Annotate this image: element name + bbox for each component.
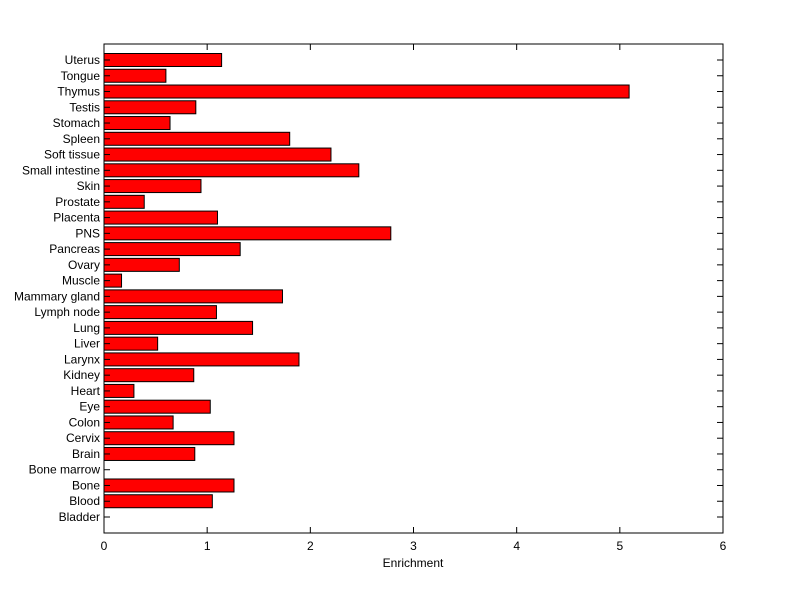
y-tick-label: Brain [72, 447, 100, 461]
bar-eye [103, 399, 211, 414]
y-tick-label: Cervix [66, 431, 100, 445]
x-tick-label: 4 [513, 539, 520, 553]
x-tick-label: 6 [720, 539, 727, 553]
y-tick-label: Soft tissue [44, 148, 100, 162]
plot-area [103, 43, 724, 534]
y-tick-label: Thymus [57, 85, 100, 99]
bar-pns [103, 226, 392, 241]
bar-mammary-gland [103, 289, 283, 304]
y-tick-label: Pancreas [49, 242, 100, 256]
bar-lung [103, 320, 254, 335]
y-tick-label: Lung [73, 321, 100, 335]
bar-lymph-node [103, 305, 217, 320]
bar-spleen [103, 131, 291, 146]
bar-colon [103, 415, 174, 430]
y-tick-label: Mammary gland [14, 289, 100, 303]
y-tick-label: Colon [69, 415, 100, 429]
x-tick-label: 2 [307, 539, 314, 553]
y-tick-label: Ovary [68, 258, 100, 272]
bar-tongue [103, 68, 167, 83]
y-tick-label: Bladder [59, 510, 100, 524]
bar-kidney [103, 368, 195, 383]
y-tick-label: Lymph node [34, 305, 100, 319]
bar-pancreas [103, 242, 241, 257]
y-tick-label: Liver [74, 337, 100, 351]
y-tick-label: Stomach [53, 116, 100, 130]
x-tick-label: 1 [204, 539, 211, 553]
bar-stomach [103, 116, 171, 131]
y-tick-label: Larynx [64, 352, 100, 366]
bar-bone [103, 478, 235, 493]
bar-skin [103, 179, 202, 194]
bar-testis [103, 100, 197, 115]
y-tick-label: Heart [71, 384, 101, 398]
y-tick-label: Kidney [63, 368, 100, 382]
bar-larynx [103, 352, 300, 367]
bar-blood [103, 494, 213, 509]
bar-thymus [103, 84, 630, 99]
bar-small-intestine [103, 163, 360, 178]
y-tick-label: Tongue [61, 69, 101, 83]
bar-placenta [103, 210, 218, 225]
x-tick-label: 5 [616, 539, 623, 553]
y-tick-label: Eye [79, 400, 100, 414]
y-tick-label: Blood [69, 494, 100, 508]
y-tick-label: Uterus [65, 53, 100, 67]
bar-cervix [103, 431, 235, 446]
y-tick-label: Spleen [63, 132, 100, 146]
y-tick-label: Bone marrow [29, 463, 101, 477]
bar-uterus [103, 53, 223, 67]
y-tick-label: Prostate [55, 195, 100, 209]
y-tick-label: Bone [72, 478, 100, 492]
bar-prostate [103, 194, 145, 209]
x-tick-label: 0 [101, 539, 108, 553]
y-tick-label: Skin [77, 179, 100, 193]
x-axis-label: Enrichment [383, 556, 444, 570]
y-tick-label: Placenta [53, 211, 100, 225]
bar-brain [103, 446, 196, 461]
bar-liver [103, 336, 159, 351]
y-tick-label: PNS [75, 226, 100, 240]
bar-ovary [103, 257, 180, 272]
y-tick-label: Small intestine [22, 163, 100, 177]
x-tick-label: 3 [410, 539, 417, 553]
bar-soft-tissue [103, 147, 332, 162]
y-tick-label: Muscle [62, 274, 100, 288]
y-tick-label: Testis [69, 100, 100, 114]
